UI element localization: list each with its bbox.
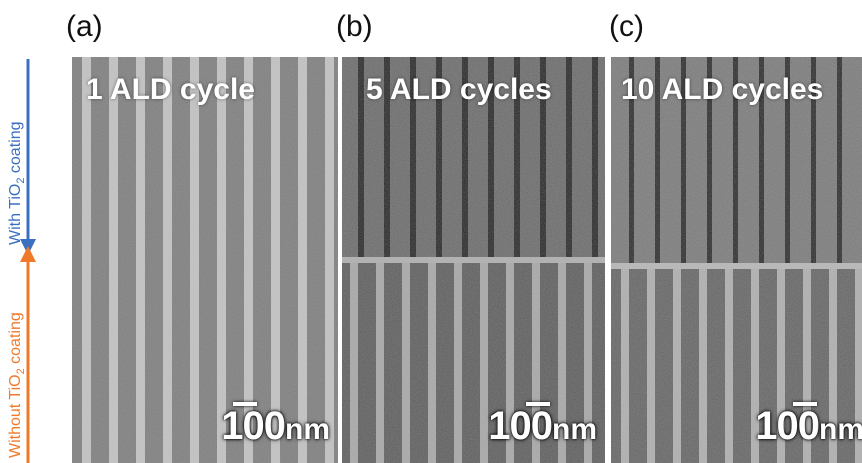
condition-label-b: 5 ALD cycles bbox=[366, 73, 552, 106]
up-arrow-icon bbox=[20, 246, 36, 463]
without-coating-indicator: Without TiO2 coating bbox=[0, 244, 40, 463]
condition-label-c: 10 ALD cycles bbox=[621, 73, 824, 106]
panel-label-b: (b) bbox=[336, 10, 373, 43]
sem-image-c: 10 ALD cycles 100nm bbox=[611, 57, 862, 463]
sem-image-a: 1 ALD cycle 100nm bbox=[72, 57, 338, 463]
panel-label-a: (a) bbox=[66, 10, 103, 43]
condition-label-a: 1 ALD cycle bbox=[86, 73, 255, 106]
sem-image-b: 5 ALD cycles 100nm bbox=[342, 57, 605, 463]
panel-label-c: (c) bbox=[609, 10, 644, 43]
scale-bar-b: 100nm bbox=[488, 402, 597, 448]
scale-bar-c: 100nm bbox=[755, 402, 862, 448]
scale-bar-a: 100nm bbox=[221, 402, 330, 448]
with-coating-label: With TiO2 coating bbox=[7, 121, 28, 245]
with-coating-indicator: With TiO2 coating bbox=[0, 57, 40, 257]
without-coating-label: Without TiO2 coating bbox=[7, 312, 28, 458]
